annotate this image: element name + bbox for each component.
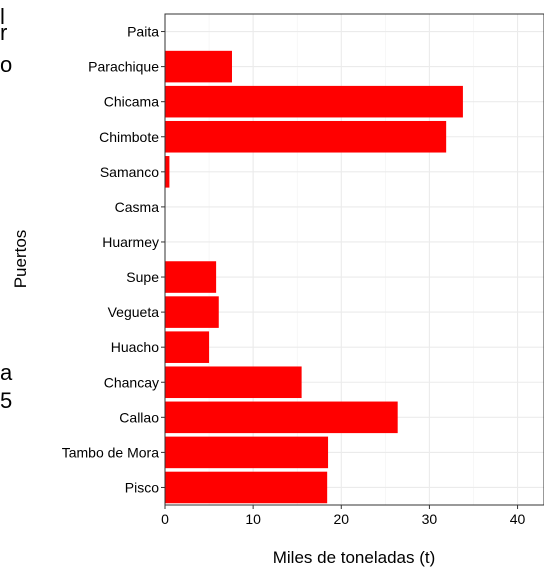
bar-chimbote [165, 120, 447, 153]
x-axis: 0 10 20 30 40 [161, 505, 526, 527]
y-tick-label: Supe [126, 269, 159, 285]
cropped-text-fragment: 5 [0, 388, 13, 413]
x-tick-label: 20 [333, 511, 349, 527]
bar-parachique [165, 50, 232, 83]
y-tick-label: Huarmey [102, 234, 159, 250]
bar-tambo-de-mora [165, 436, 329, 469]
y-tick-label: Chimbote [99, 129, 159, 145]
cropped-text-fragment: a [0, 360, 13, 385]
y-tick-label: Parachique [88, 59, 159, 75]
x-axis-label: Miles de toneladas (t) [273, 548, 436, 567]
x-tick-label: 30 [422, 511, 438, 527]
x-tick-label: 10 [245, 511, 261, 527]
y-tick-label: Callao [119, 409, 159, 425]
y-tick-label: Casma [115, 199, 160, 215]
y-tick-label: Vegueta [108, 304, 160, 320]
bar-huacho [165, 331, 210, 363]
bar-chicama [165, 85, 463, 118]
y-axis-label: Puertos [11, 230, 30, 289]
y-tick-label: Chicama [104, 94, 159, 110]
x-tick-label: 40 [510, 511, 526, 527]
bars [165, 50, 463, 504]
bar-supe [165, 261, 217, 293]
bar-vegueta [165, 296, 219, 328]
y-tick-label: Chancay [104, 374, 159, 390]
x-tick-label: 0 [161, 511, 169, 527]
y-tick-label: Huacho [111, 339, 159, 355]
bar-callao [165, 401, 398, 434]
cropped-text-fragment: o [0, 52, 13, 77]
cropped-text-fragment: l [0, 4, 5, 29]
y-tick-label: Samanco [100, 164, 159, 180]
y-axis: Paita Parachique Chicama Chimbote Samanco Cas… [62, 24, 165, 495]
plot-panel-border [164, 13, 544, 506]
y-tick-label: Pisco [125, 479, 159, 495]
bar-pisco [165, 471, 328, 504]
bar-samanco [165, 156, 170, 188]
bar-chancay [165, 366, 302, 399]
y-tick-label: Tambo de Mora [62, 444, 159, 460]
cropped-text-fragment: r [0, 20, 8, 45]
y-tick-label: Paita [127, 24, 159, 40]
